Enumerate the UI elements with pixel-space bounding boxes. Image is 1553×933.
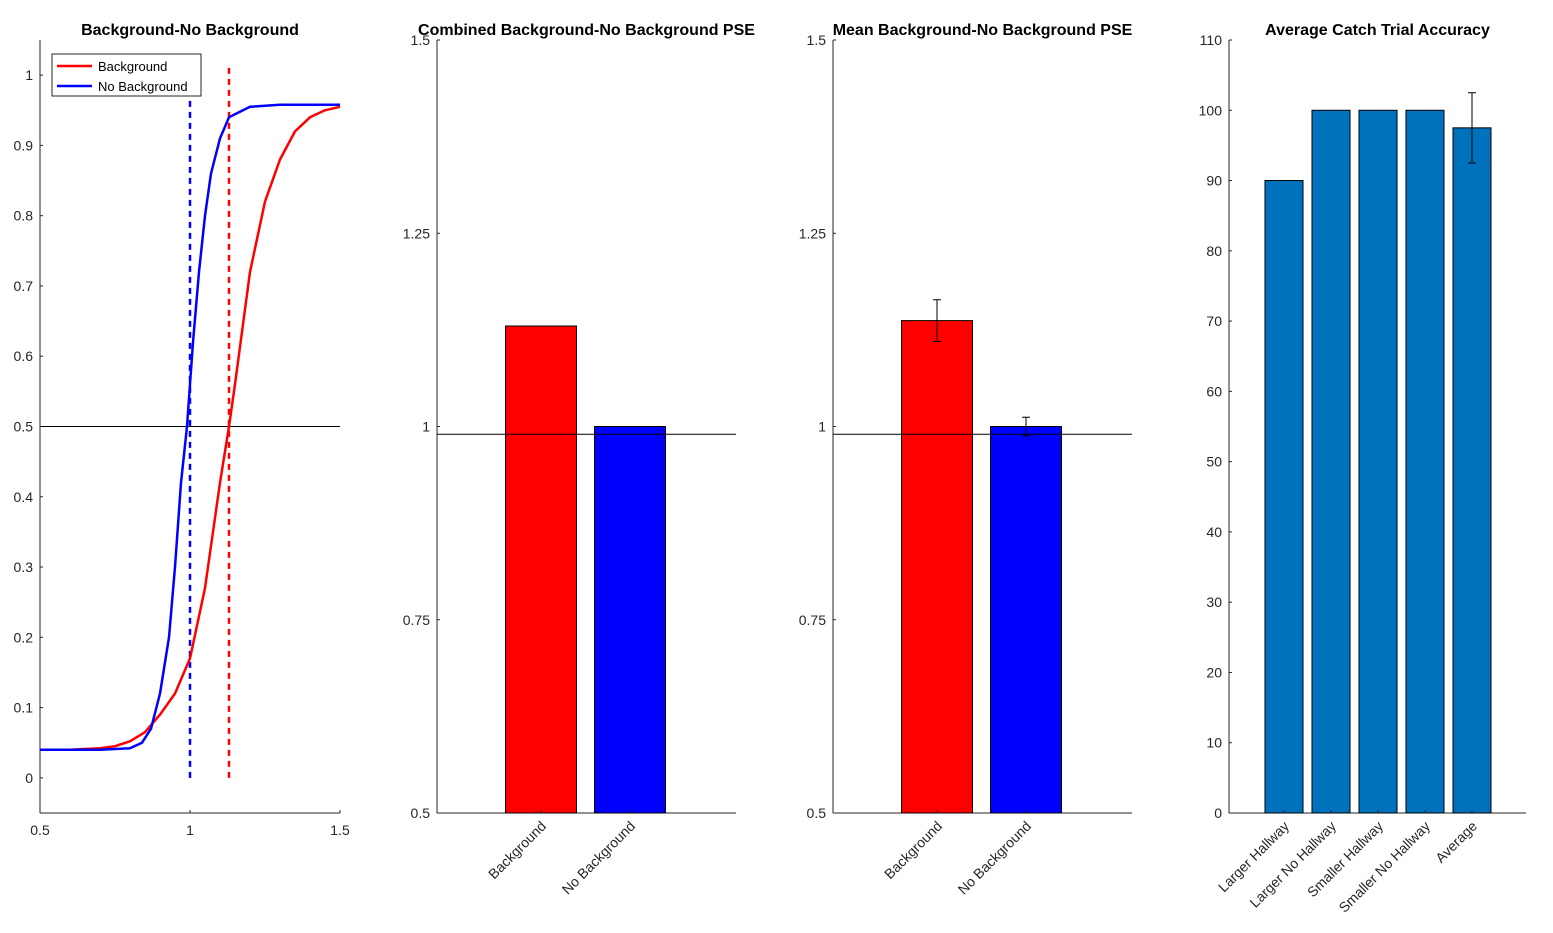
bar-no-background	[594, 426, 666, 814]
psychometric-curve-panel: Background-No Background 0 0.1 0.2 0.3 0.4 0.5…	[14, 22, 350, 838]
y-tick-label: 10	[1206, 735, 1222, 751]
chart-title: Background-No Background	[81, 22, 299, 39]
legend: Background No Background	[51, 53, 202, 97]
y-tick-label: 80	[1206, 243, 1222, 259]
bar-larger-hallway	[1264, 180, 1304, 814]
y-tick-label: 0.5	[411, 805, 431, 821]
curve-no-background	[40, 103, 340, 752]
x-tick-label: Smaller No Hallway	[1335, 818, 1433, 916]
y-tick-label: 1.5	[807, 32, 827, 48]
y-tick-label: 0	[1214, 805, 1222, 821]
y-tick-label: 1.25	[403, 225, 430, 241]
x-tick-label: No Background	[955, 818, 1035, 898]
y-tick-label: 0.1	[14, 700, 34, 716]
y-tick-label: 60	[1206, 383, 1222, 399]
x-tick-label: Background	[485, 818, 549, 882]
chart-title: Combined Background-No Background PSE	[418, 22, 755, 39]
y-tick-label: 0	[25, 770, 33, 786]
x-tick-label: Background	[881, 818, 945, 882]
combined-pse-bar-panel: Combined Background-No Background PSE 0.5…	[403, 22, 756, 897]
y-tick-label: 110	[1200, 32, 1223, 48]
x-tick-label: 1	[186, 822, 194, 838]
y-tick-label: 0.8	[14, 208, 34, 224]
catch-trial-accuracy-bar-panel: Average Catch Trial Accuracy 0 10 20 30 40 50 6…	[1199, 22, 1526, 915]
legend-label: Background	[98, 59, 167, 74]
bar-no-background	[990, 426, 1062, 814]
y-tick-label: 1.25	[799, 225, 826, 241]
y-tick-label: 0.7	[14, 278, 34, 294]
y-tick-label: 100	[1199, 102, 1223, 118]
y-tick-label: 1	[25, 67, 33, 83]
y-tick-label: 0.6	[14, 348, 34, 364]
y-tick-label: 1	[422, 419, 430, 435]
x-tick-label: Larger No Hallway	[1246, 818, 1339, 911]
y-tick-label: 1.5	[411, 32, 431, 48]
y-tick-label: 0.5	[807, 805, 827, 821]
legend-box	[51, 53, 202, 97]
bar-background	[901, 320, 973, 814]
y-tick-label: 0.75	[403, 612, 430, 628]
x-tick-label: 1.5	[330, 822, 350, 838]
y-tick-label: 90	[1206, 173, 1222, 189]
bar-background	[505, 325, 577, 814]
y-tick-label: 0.4	[14, 489, 34, 505]
bar-smaller-hallway	[1358, 109, 1398, 814]
chart-title: Average Catch Trial Accuracy	[1265, 22, 1490, 39]
y-tick-label: 0.9	[14, 137, 34, 153]
x-tick-label: 0.5	[30, 822, 50, 838]
y-tick-label: 20	[1206, 664, 1222, 680]
y-tick-label: 40	[1206, 524, 1222, 540]
bar-smaller-no-hallway	[1405, 109, 1445, 814]
y-tick-label: 0.75	[799, 612, 826, 628]
curve-background	[40, 105, 341, 752]
y-tick-label: 0.2	[14, 629, 34, 645]
y-tick-label: 70	[1206, 313, 1222, 329]
bar-average	[1452, 127, 1492, 814]
x-tick-label: No Background	[559, 818, 639, 898]
y-tick-label: 0.3	[14, 559, 34, 575]
chart-title: Mean Background-No Background PSE	[833, 22, 1133, 39]
y-tick-label: 1	[818, 419, 826, 435]
bar-larger-no-hallway	[1311, 109, 1351, 814]
y-tick-label: 0.5	[14, 419, 34, 435]
legend-label: No Background	[98, 79, 188, 94]
x-tick-label: Average	[1432, 818, 1480, 866]
y-tick-label: 50	[1206, 454, 1222, 470]
mean-pse-bar-panel: Mean Background-No Background PSE 0.5 0.75…	[799, 22, 1133, 897]
y-tick-label: 30	[1206, 594, 1222, 610]
